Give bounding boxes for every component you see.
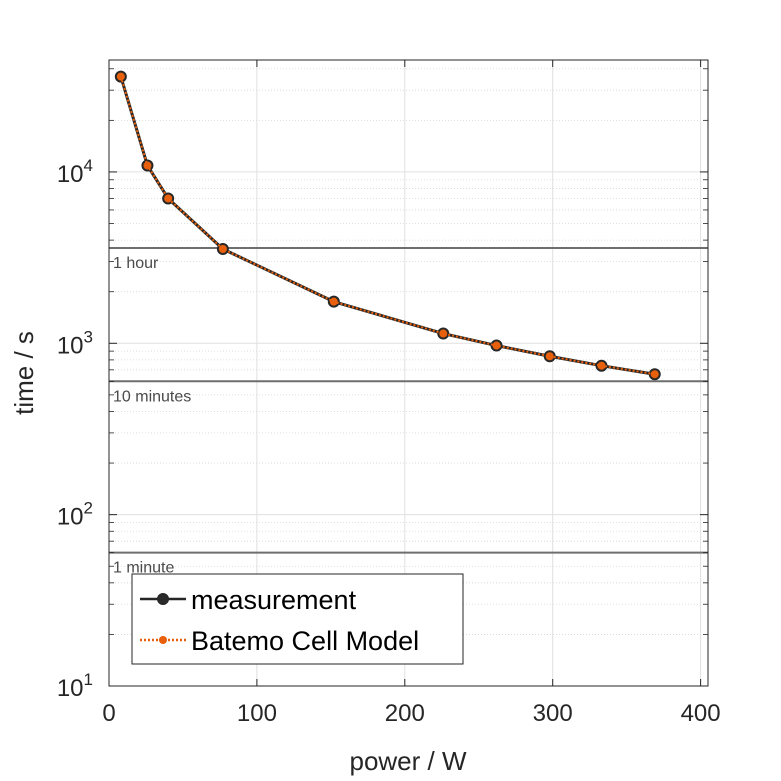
model-point — [650, 370, 659, 379]
series-line-model — [119, 76, 655, 376]
model-point — [597, 361, 606, 370]
reference-line-label: 10 minutes — [113, 388, 191, 405]
legend-label-measurement: measurement — [191, 585, 357, 615]
x-tick-labels: 0 100 200 300 400 — [102, 700, 720, 727]
legend-box — [131, 573, 464, 665]
reference-line-label: 1 minute — [113, 560, 174, 577]
legend-model-marker — [159, 636, 167, 644]
x-tick-label: 300 — [533, 700, 573, 727]
model-point — [116, 72, 125, 81]
model-point — [545, 352, 554, 361]
y-tick-labels: 101 102 103 104 — [57, 156, 93, 702]
x-tick-label: 100 — [237, 700, 277, 727]
y-tick-label: 103 — [57, 327, 93, 359]
legend: measurement Batemo Cell Model — [131, 573, 464, 665]
y-tick-label: 101 — [57, 670, 93, 702]
x-tick-label: 200 — [385, 700, 425, 727]
reference-lines: 1 hour 10 minutes 1 minute — [109, 246, 708, 577]
y-axis-label: time / s — [9, 331, 39, 415]
y-tick-label: 102 — [57, 499, 93, 531]
legend-label-model: Batemo Cell Model — [191, 626, 419, 656]
x-axis-label: power / W — [349, 746, 466, 776]
y-tick-label: 104 — [57, 156, 93, 188]
series-layer — [114, 70, 661, 381]
model-point — [492, 341, 501, 350]
model-point — [143, 161, 152, 170]
legend-measurement-marker — [157, 593, 169, 605]
model-point — [164, 194, 173, 203]
plot-frame — [108, 59, 709, 687]
model-point — [439, 329, 448, 338]
model-point — [329, 297, 338, 306]
x-tick-label: 0 — [102, 700, 115, 727]
model-point — [218, 245, 227, 254]
x-tick-label: 400 — [681, 700, 721, 727]
reference-line-label: 1 hour — [113, 255, 159, 272]
axis-ticks — [108, 60, 708, 687]
